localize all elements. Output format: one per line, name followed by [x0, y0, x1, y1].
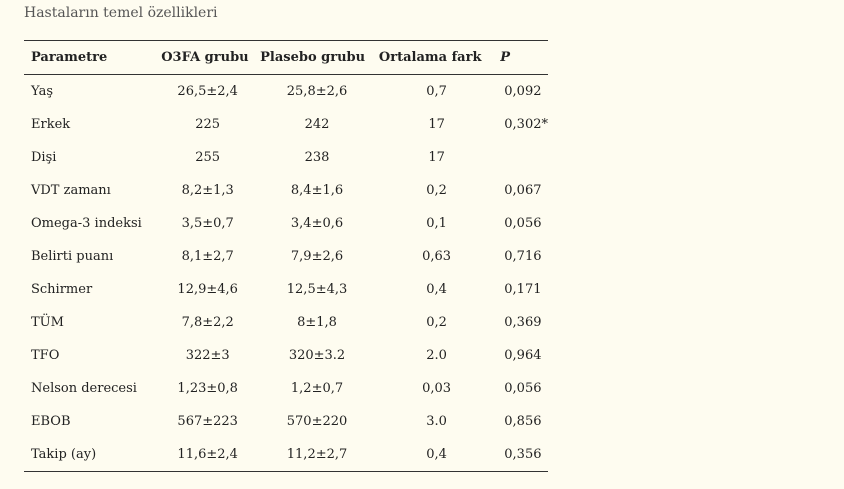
table-row: Yaş 26,5±2,4 25,8±2,6 0,7 0,092 [24, 75, 548, 109]
cell-parameter: Dişi [31, 150, 57, 165]
cell-p-value: 0,369 [504, 315, 542, 330]
cell-p-value: 0,171 [504, 282, 542, 297]
cell-placebo-value: 25,8±2,6 [286, 84, 348, 99]
cell-mean-difference: 3.0 [426, 414, 447, 429]
cell-p-value: 0,356 [504, 447, 542, 462]
cell-p-value: 0,856 [504, 414, 542, 429]
cell-parameter: Takip (ay) [31, 447, 97, 462]
cell-placebo-value: 1,2±0,7 [290, 381, 344, 396]
cell-placebo-value: 238 [304, 150, 330, 165]
table-row: TFO 322±3 320±3.2 2.0 0,964 [24, 339, 548, 372]
cell-mean-difference: 0,7 [426, 84, 447, 99]
table-row: VDT zamanı 8,2±1,3 8,4±1,6 0,2 0,067 [24, 174, 548, 207]
cell-p-value: 0,056 [504, 381, 542, 396]
cell-parameter: Yaş [31, 84, 53, 99]
cell-o3fa-value: 1,23±0,8 [177, 381, 238, 396]
cell-o3fa-value: 11,6±2,4 [177, 447, 238, 462]
table-row: TÜM 7,8±2,2 8±1,8 0,2 0,369 [24, 306, 548, 339]
header-parameter: Parametre [31, 50, 108, 65]
cell-p-value: 0,067 [504, 183, 542, 198]
cell-o3fa-value: 8,2±1,3 [181, 183, 234, 198]
header-mean-difference: Ortalama fark [378, 50, 482, 65]
table-row: Erkek 225 242 17 0,302* [24, 108, 548, 141]
patient-characteristics-table: Parametre O3FA grubu Plasebo grubu Ortal… [24, 40, 548, 472]
cell-mean-difference: 0,4 [426, 282, 447, 297]
cell-o3fa-value: 567±223 [177, 414, 238, 429]
header-placebo-group: Plasebo grubu [260, 50, 366, 65]
cell-p-value: 0,716 [504, 249, 542, 264]
cell-mean-difference: 0,63 [422, 249, 452, 264]
cell-mean-difference: 0,2 [426, 183, 447, 198]
cell-placebo-value: 8,4±1,6 [290, 183, 344, 198]
cell-p-value: 0,056 [504, 216, 542, 231]
cell-o3fa-value: 322±3 [185, 348, 230, 363]
cell-parameter: EBOB [31, 414, 71, 429]
cell-o3fa-value: 3,5±0,7 [181, 216, 234, 231]
cell-parameter: Omega-3 indeksi [31, 216, 142, 231]
table-row: Belirti puanı 8,1±2,7 7,9±2,6 0,63 0,716 [24, 240, 548, 273]
table-row: Takip (ay) 11,6±2,4 11,2±2,7 0,4 0,356 [24, 438, 548, 472]
cell-parameter: Nelson derecesi [31, 381, 137, 396]
cell-placebo-value: 242 [304, 117, 330, 132]
cell-mean-difference: 2.0 [426, 348, 447, 363]
cell-parameter: Erkek [31, 117, 71, 132]
table-row: Dişi 255 238 17 [24, 141, 548, 174]
cell-parameter: TÜM [31, 315, 64, 330]
header-p-value: P [500, 50, 511, 65]
cell-o3fa-value: 255 [195, 150, 221, 165]
cell-mean-difference: 17 [428, 117, 445, 132]
cell-placebo-value: 8±1,8 [297, 315, 337, 330]
cell-mean-difference: 0,2 [426, 315, 447, 330]
cell-p-value [496, 141, 548, 174]
cell-placebo-value: 11,2±2,7 [286, 447, 348, 462]
cell-o3fa-value: 26,5±2,4 [177, 84, 238, 99]
cell-parameter: Schirmer [31, 282, 93, 297]
cell-placebo-value: 12,5±4,3 [286, 282, 348, 297]
cell-parameter: Belirti puanı [31, 249, 114, 264]
table-row: Nelson derecesi 1,23±0,8 1,2±0,7 0,03 0,056 [24, 372, 548, 405]
cell-o3fa-value: 12,9±4,6 [177, 282, 238, 297]
cell-mean-difference: 0,1 [426, 216, 447, 231]
table-row: Schirmer 12,9±4,6 12,5±4,3 0,4 0,171 [24, 273, 548, 306]
table-row: EBOB 567±223 570±220 3.0 0,856 [24, 405, 548, 438]
cell-o3fa-value: 8,1±2,7 [181, 249, 234, 264]
table-body: Yaş 26,5±2,4 25,8±2,6 0,7 0,092 Erkek 225 242 17… [24, 75, 548, 472]
table-header-row: Parametre O3FA grubu Plasebo grubu Ortal… [24, 40, 548, 75]
cell-p-value: 0,964 [504, 348, 542, 363]
cell-parameter: VDT zamanı [31, 183, 111, 198]
cell-placebo-value: 7,9±2,6 [290, 249, 344, 264]
cell-mean-difference: 17 [428, 150, 445, 165]
table-caption: Hastaların temel özellikleri [24, 5, 218, 21]
cell-placebo-value: 3,4±0,6 [290, 216, 344, 231]
cell-placebo-value: 320±3.2 [288, 348, 346, 363]
cell-o3fa-value: 7,8±2,2 [181, 315, 234, 330]
cell-mean-difference: 0,03 [422, 381, 452, 396]
cell-p-value: 0,302* [504, 117, 548, 132]
cell-p-value: 0,092 [504, 84, 542, 99]
cell-parameter: TFO [31, 348, 60, 363]
table-row: Omega-3 indeksi 3,5±0,7 3,4±0,6 0,1 0,056 [24, 207, 548, 240]
cell-o3fa-value: 225 [195, 117, 221, 132]
cell-mean-difference: 0,4 [426, 447, 447, 462]
header-o3fa-group: O3FA grubu [161, 50, 249, 65]
cell-placebo-value: 570±220 [286, 414, 348, 429]
